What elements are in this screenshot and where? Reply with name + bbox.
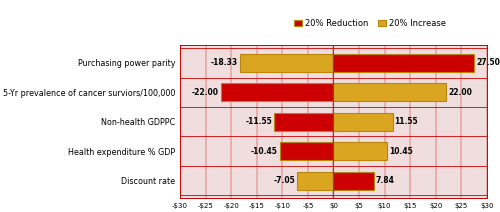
Bar [334, 54, 474, 72]
Text: -11.55: -11.55 [246, 117, 272, 126]
Text: 7.84: 7.84 [376, 176, 394, 185]
Bar [334, 142, 387, 160]
Bar [334, 84, 446, 101]
Legend: 20% Reduction, 20% Increase: 20% Reduction, 20% Increase [291, 15, 450, 31]
Text: -18.33: -18.33 [210, 58, 238, 67]
Text: 10.45: 10.45 [389, 147, 412, 156]
Text: 11.55: 11.55 [394, 117, 418, 126]
Text: -22.00: -22.00 [192, 88, 219, 97]
Bar [334, 172, 374, 190]
Bar [240, 54, 334, 72]
Bar [221, 84, 334, 101]
Text: 27.50: 27.50 [476, 58, 500, 67]
Bar [274, 113, 334, 131]
Text: -10.45: -10.45 [251, 147, 278, 156]
Bar [298, 172, 334, 190]
Bar [280, 142, 334, 160]
Bar [334, 113, 392, 131]
Text: -7.05: -7.05 [274, 176, 295, 185]
Text: 22.00: 22.00 [448, 88, 472, 97]
